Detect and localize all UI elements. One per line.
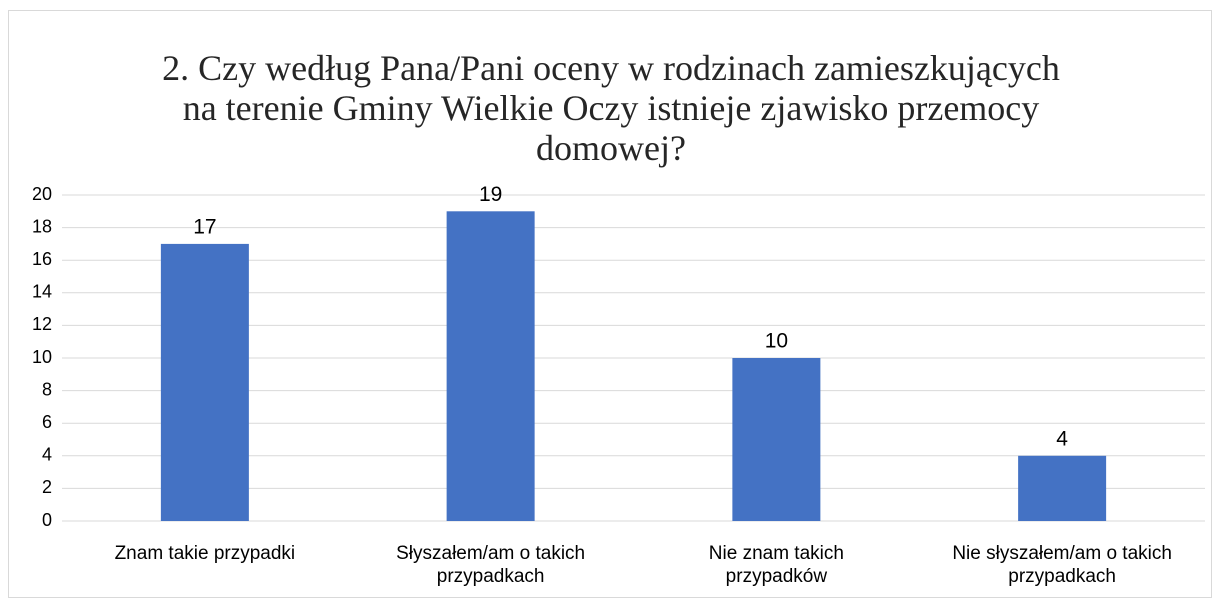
y-tick-label: 4 <box>42 445 52 465</box>
x-tick-label: Znam takie przypadki <box>114 543 296 564</box>
y-tick-label: 20 <box>32 184 52 204</box>
y-tick-label: 8 <box>42 379 52 399</box>
y-tick-label: 14 <box>32 282 52 302</box>
chart-border <box>8 10 1212 598</box>
chart-title: 2. Czy według Pana/Pani oceny w rodzinac… <box>162 48 1060 168</box>
bar <box>446 211 535 522</box>
y-tick-label: 18 <box>32 216 52 236</box>
y-tick-label: 2 <box>42 477 52 497</box>
data-label: 10 <box>765 330 788 353</box>
data-label: 19 <box>479 183 502 206</box>
data-label: 17 <box>193 215 216 238</box>
bar <box>160 243 249 521</box>
y-tick-label: 12 <box>32 314 52 334</box>
data-label: 4 <box>1056 427 1068 450</box>
x-tick-label: Nie znam takich przypadków <box>708 543 844 587</box>
bar <box>732 358 821 521</box>
y-tick-label: 10 <box>32 347 52 367</box>
y-tick-label: 16 <box>32 249 52 269</box>
bar <box>1018 455 1107 521</box>
y-tick-label: 0 <box>42 510 52 530</box>
y-tick-label: 6 <box>42 412 52 432</box>
x-tick-label: Nie słyszałem/am o takich przypadkach <box>952 543 1172 587</box>
x-tick-label: Słyszałem/am o takich przypadkach <box>396 543 586 587</box>
